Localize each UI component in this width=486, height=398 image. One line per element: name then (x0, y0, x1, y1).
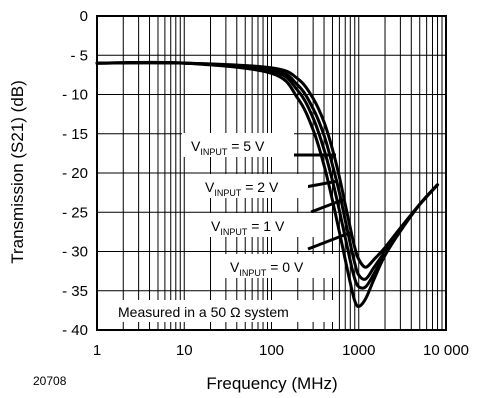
tick-labels: 0 - 5 - 10 - 15 - 20 - 25 - 30 - 35 - 40 1 10 100 10… (62, 8, 469, 359)
y-axis-title: Transmission (S21) (dB) (8, 80, 27, 264)
series-label-2: VINPUT = 1 V (211, 218, 285, 237)
series-label-bg (196, 174, 308, 198)
figure-id: 20708 (33, 374, 67, 388)
y-tick-label: 0 (80, 8, 88, 25)
ohm-symbol: Ω (230, 304, 240, 320)
x-tick-label: 10 (176, 342, 193, 359)
y-tick-label: - 40 (62, 322, 88, 339)
x-tick-label: 100 (259, 342, 284, 359)
y-tick-label: - 10 (62, 87, 88, 104)
plot-area (95, 60, 439, 308)
measurement-note: Measured in a 50 Ω system (111, 300, 333, 322)
series-label-bg (203, 213, 315, 237)
y-tick-label: - 20 (62, 165, 88, 182)
series-labels: VINPUT = 5 V VINPUT = 2 V VINPUT = 1 V VINP… (182, 133, 334, 278)
y-tick-label: - 5 (70, 47, 88, 64)
plot-frame (96, 15, 447, 331)
y-tick-label: - 15 (62, 126, 88, 143)
series-label-leader (307, 230, 353, 251)
series-label-bg (222, 254, 334, 278)
series-label-leader (310, 197, 346, 214)
y-tick-label: - 35 (62, 283, 88, 300)
x-tick-label: 1000 (342, 342, 375, 359)
series-label-3: VINPUT = 0 V (230, 259, 304, 278)
series-label-1: VINPUT = 2 V (205, 179, 279, 198)
note-text-after: system (241, 304, 289, 320)
y-tick-label: - 30 (62, 244, 88, 261)
series-label-0: VINPUT = 5 V (191, 138, 265, 157)
series-line-3 (95, 60, 439, 308)
y-tick-label: - 25 (62, 204, 88, 221)
x-tick-label: 10 000 (423, 342, 469, 359)
x-tick-label: 1 (93, 342, 101, 359)
series-label-bg (182, 133, 294, 157)
x-axis-title: Frequency (MHz) (206, 374, 337, 393)
svg-text:Measured in a 50 Ω system: Measured in a 50 Ω system (118, 304, 289, 320)
series-line-0 (95, 61, 439, 269)
note-text-before: Measured in a 50 (118, 304, 230, 320)
